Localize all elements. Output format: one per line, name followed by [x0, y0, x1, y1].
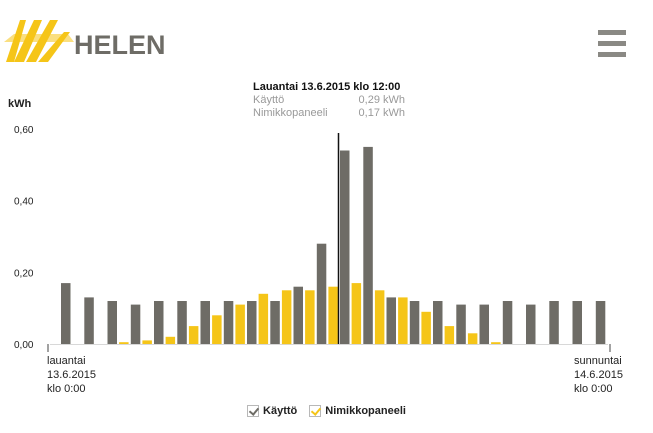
y-tick-label: 0,00	[14, 340, 34, 351]
end-date: 14.6.2015	[574, 369, 623, 381]
bar-nimikkopaneeli[interactable]	[212, 315, 222, 344]
start-day: lauantai	[47, 355, 86, 367]
chart-legend: Käyttö Nimikkopaneeli	[0, 405, 653, 417]
bar-kaytto[interactable]	[502, 301, 513, 344]
bar-kaytto[interactable]	[316, 243, 327, 344]
bar-kaytto[interactable]	[595, 301, 606, 344]
chart-tooltip: Lauantai 13.6.2015 klo 12:00 Käyttö 0,29…	[253, 81, 405, 120]
tooltip-value: 0,29 kWh	[358, 94, 405, 106]
bar-kaytto[interactable]	[409, 301, 420, 344]
bar-kaytto[interactable]	[293, 286, 304, 344]
legend-item-nimikkopaneeli[interactable]: Nimikkopaneeli	[309, 405, 406, 417]
bar-nimikkopaneeli[interactable]	[444, 326, 455, 344]
hamburger-menu-icon[interactable]	[598, 30, 626, 58]
bar-nimikkopaneeli[interactable]	[421, 311, 431, 345]
bar-kaytto[interactable]	[433, 301, 443, 344]
bar-kaytto[interactable]	[549, 301, 559, 344]
y-axis-unit: kWh	[8, 98, 32, 110]
bar-kaytto[interactable]	[154, 301, 164, 344]
tooltip-label: Nimikkopaneeli	[253, 107, 328, 119]
checkbox-icon[interactable]	[247, 405, 260, 417]
end-time: klo 0:00	[574, 383, 613, 395]
tooltip-row-nimikkopaneeli: Nimikkopaneeli 0,17 kWh	[253, 107, 405, 120]
brand-name: HELEN	[74, 30, 166, 60]
tooltip-value: 0,17 kWh	[358, 107, 405, 119]
helen-logo	[4, 20, 74, 62]
bar-kaytto[interactable]	[386, 297, 397, 344]
bar-kaytto[interactable]	[526, 304, 536, 344]
bar-kaytto[interactable]	[84, 297, 94, 344]
bar-kaytto[interactable]	[340, 150, 350, 345]
bar-nimikkopaneeli[interactable]	[258, 293, 269, 344]
bar-nimikkopaneeli[interactable]	[491, 342, 501, 344]
bar-kaytto[interactable]	[479, 304, 490, 344]
legend-label: Nimikkopaneeli	[325, 405, 406, 417]
bar-kaytto[interactable]	[223, 301, 234, 344]
start-date: 13.6.2015	[47, 369, 96, 381]
y-tick-label: 0,60	[14, 125, 34, 136]
bar-nimikkopaneeli[interactable]	[398, 297, 408, 344]
bar-kaytto[interactable]	[572, 301, 583, 344]
tooltip-title: Lauantai 13.6.2015 klo 12:00	[253, 81, 401, 93]
bar-nimikkopaneeli[interactable]	[328, 286, 338, 344]
tooltip-label: Käyttö	[253, 94, 285, 106]
y-tick-label: 0,40	[14, 197, 34, 208]
bar-kaytto[interactable]	[456, 304, 466, 344]
start-time: klo 0:00	[47, 383, 86, 395]
tooltip-row-kaytto: Käyttö 0,29 kWh	[253, 94, 405, 107]
bar-nimikkopaneeli[interactable]	[467, 333, 478, 345]
bar-nimikkopaneeli[interactable]	[188, 326, 199, 344]
bar-kaytto[interactable]	[61, 283, 71, 344]
legend-item-kaytto[interactable]: Käyttö	[247, 405, 297, 417]
bar-kaytto[interactable]	[107, 301, 118, 344]
bar-kaytto[interactable]	[177, 301, 187, 344]
bar-nimikkopaneeli[interactable]	[119, 342, 129, 344]
bar-nimikkopaneeli[interactable]	[281, 290, 292, 345]
bar-nimikkopaneeli[interactable]	[235, 304, 245, 344]
bar-nimikkopaneeli[interactable]	[305, 290, 315, 345]
bar-kaytto[interactable]	[247, 301, 257, 344]
bar-kaytto[interactable]	[363, 146, 373, 344]
checkbox-icon[interactable]	[309, 405, 322, 417]
bar-kaytto[interactable]	[200, 301, 211, 344]
end-day: sunnuntai	[574, 355, 622, 367]
bar-nimikkopaneeli[interactable]	[351, 283, 362, 344]
legend-label: Käyttö	[263, 405, 298, 417]
bar-kaytto[interactable]	[270, 301, 280, 344]
x-axis-start-label: lauantai 13.6.2015 klo 0:00	[47, 354, 96, 396]
bar-nimikkopaneeli[interactable]	[165, 336, 176, 344]
x-axis-end-label: sunnuntai 14.6.2015 klo 0:00	[574, 354, 623, 396]
y-tick-label: 0,20	[14, 268, 34, 279]
bar-kaytto[interactable]	[130, 304, 141, 344]
bar-nimikkopaneeli[interactable]	[374, 290, 385, 345]
bar-nimikkopaneeli[interactable]	[142, 340, 152, 344]
